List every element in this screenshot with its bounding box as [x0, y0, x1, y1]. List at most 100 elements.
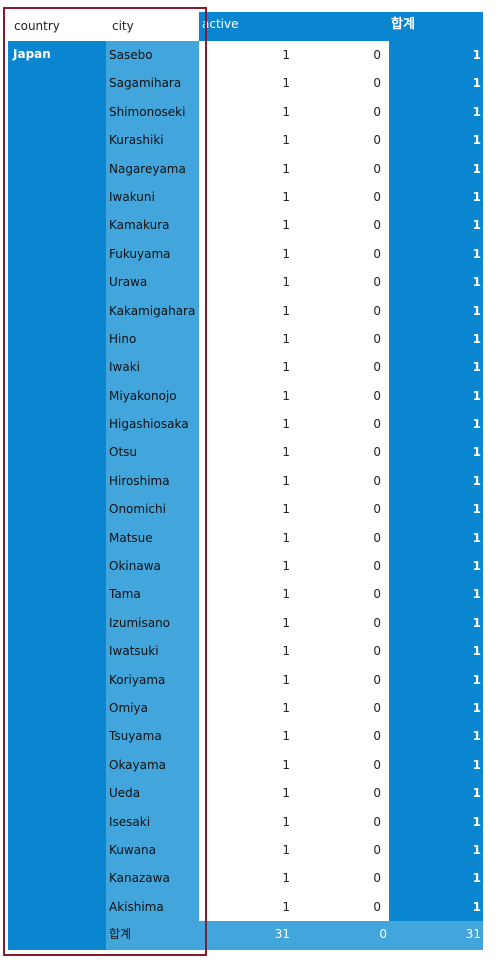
- active-cell[interactable]: 1: [282, 559, 290, 574]
- city-cell[interactable]: Akishima: [109, 899, 164, 914]
- row-total-cell[interactable]: 1: [472, 729, 481, 744]
- row-total-cell[interactable]: 1: [472, 559, 481, 574]
- table-row[interactable]: Iwakuni 1 0 1: [106, 183, 483, 211]
- second-value-cell[interactable]: 0: [373, 161, 381, 176]
- active-cell[interactable]: 1: [282, 104, 290, 119]
- row-total-cell[interactable]: 1: [472, 530, 481, 545]
- row-total-cell[interactable]: 1: [472, 842, 481, 857]
- second-value-cell[interactable]: 0: [373, 246, 381, 261]
- second-value-cell[interactable]: 0: [373, 388, 381, 403]
- city-cell[interactable]: Izumisano: [109, 615, 171, 630]
- city-cell[interactable]: Iwakuni: [109, 189, 155, 204]
- second-value-cell[interactable]: 0: [373, 729, 381, 744]
- table-row[interactable]: Fukuyama 1 0 1: [106, 240, 483, 268]
- city-cell[interactable]: Isesaki: [109, 814, 151, 829]
- active-cell[interactable]: 1: [282, 842, 290, 857]
- header-active[interactable]: active: [199, 12, 389, 41]
- active-cell[interactable]: 1: [282, 76, 290, 91]
- city-cell[interactable]: Sagamihara: [109, 76, 182, 91]
- second-value-cell[interactable]: 0: [373, 502, 381, 517]
- second-value-cell[interactable]: 0: [373, 275, 381, 290]
- second-value-cell[interactable]: 0: [373, 672, 381, 687]
- row-total-cell[interactable]: 1: [472, 644, 481, 659]
- second-value-cell[interactable]: 0: [373, 331, 381, 346]
- table-row[interactable]: Matsue 1 0 1: [106, 524, 483, 552]
- active-cell[interactable]: 1: [282, 218, 290, 233]
- row-total-cell[interactable]: 1: [472, 189, 481, 204]
- city-cell[interactable]: Iwatsuki: [109, 644, 159, 659]
- city-cell[interactable]: Tsuyama: [109, 729, 162, 744]
- table-row[interactable]: Higashiosaka 1 0 1: [106, 410, 483, 438]
- active-cell[interactable]: 1: [282, 48, 290, 62]
- row-total-cell[interactable]: 1: [472, 757, 481, 772]
- city-cell[interactable]: Hiroshima: [109, 473, 170, 488]
- second-value-cell[interactable]: 0: [373, 445, 381, 460]
- active-cell[interactable]: 1: [282, 672, 290, 687]
- table-row[interactable]: Miyakonojo 1 0 1: [106, 382, 483, 410]
- row-total-cell[interactable]: 1: [472, 133, 481, 148]
- active-cell[interactable]: 1: [282, 360, 290, 375]
- grand-total-second[interactable]: 0: [379, 927, 387, 941]
- header-total[interactable]: 합계: [389, 12, 483, 41]
- row-total-cell[interactable]: 1: [472, 473, 481, 488]
- active-cell[interactable]: 1: [282, 161, 290, 176]
- city-cell[interactable]: Okinawa: [109, 559, 161, 574]
- row-total-cell[interactable]: 1: [472, 303, 481, 318]
- active-cell[interactable]: 1: [282, 615, 290, 630]
- second-value-cell[interactable]: 0: [373, 473, 381, 488]
- table-row[interactable]: Izumisano 1 0 1: [106, 609, 483, 637]
- second-value-cell[interactable]: 0: [373, 871, 381, 886]
- active-cell[interactable]: 1: [282, 530, 290, 545]
- active-cell[interactable]: 1: [282, 331, 290, 346]
- second-value-cell[interactable]: 0: [373, 133, 381, 148]
- row-total-cell[interactable]: 1: [472, 161, 481, 176]
- second-value-cell[interactable]: 0: [373, 786, 381, 801]
- city-cell[interactable]: Urawa: [109, 275, 148, 290]
- city-cell[interactable]: Ueda: [109, 786, 141, 801]
- row-total-cell[interactable]: 1: [472, 700, 481, 715]
- active-cell[interactable]: 1: [282, 587, 290, 602]
- second-value-cell[interactable]: 0: [373, 76, 381, 91]
- table-row[interactable]: Kamakura 1 0 1: [106, 211, 483, 239]
- second-value-cell[interactable]: 0: [373, 104, 381, 119]
- active-cell[interactable]: 1: [282, 388, 290, 403]
- table-row[interactable]: Hino 1 0 1: [106, 325, 483, 353]
- city-cell[interactable]: Iwaki: [109, 360, 140, 375]
- grand-total-active[interactable]: 31: [274, 927, 290, 941]
- active-cell[interactable]: 1: [282, 814, 290, 829]
- city-cell[interactable]: Kuwana: [109, 842, 157, 857]
- row-total-cell[interactable]: 1: [472, 672, 481, 687]
- grand-total-value[interactable]: 31: [465, 927, 481, 941]
- table-row[interactable]: Kuwana 1 0 1: [106, 836, 483, 864]
- city-cell[interactable]: Kanazawa: [109, 871, 170, 886]
- city-cell[interactable]: Higashiosaka: [109, 417, 189, 432]
- active-cell[interactable]: 1: [282, 473, 290, 488]
- table-row[interactable]: Ueda 1 0 1: [106, 779, 483, 807]
- second-value-cell[interactable]: 0: [373, 530, 381, 545]
- row-total-cell[interactable]: 1: [472, 445, 481, 460]
- second-value-cell[interactable]: 0: [373, 814, 381, 829]
- city-cell[interactable]: Kurashiki: [109, 133, 164, 148]
- table-row[interactable]: Akishima 1 0 1: [106, 893, 483, 921]
- row-total-cell[interactable]: 1: [472, 587, 481, 602]
- city-cell[interactable]: Hino: [109, 331, 137, 346]
- table-row[interactable]: Iwatsuki 1 0 1: [106, 637, 483, 665]
- active-cell[interactable]: 1: [282, 502, 290, 517]
- active-cell[interactable]: 1: [282, 417, 290, 432]
- row-total-cell[interactable]: 1: [472, 76, 481, 91]
- active-cell[interactable]: 1: [282, 700, 290, 715]
- row-total-cell[interactable]: 1: [472, 417, 481, 432]
- active-cell[interactable]: 1: [282, 246, 290, 261]
- city-cell[interactable]: Kamakura: [109, 218, 170, 233]
- table-row[interactable]: Kurashiki 1 0 1: [106, 126, 483, 154]
- row-total-cell[interactable]: 1: [472, 331, 481, 346]
- second-value-cell[interactable]: 0: [373, 218, 381, 233]
- row-total-cell[interactable]: 1: [472, 899, 481, 914]
- second-value-cell[interactable]: 0: [373, 587, 381, 602]
- active-cell[interactable]: 1: [282, 445, 290, 460]
- city-cell[interactable]: Omiya: [109, 700, 148, 715]
- grand-total-label[interactable]: 합계: [109, 927, 132, 941]
- second-value-cell[interactable]: 0: [373, 615, 381, 630]
- active-cell[interactable]: 1: [282, 729, 290, 744]
- active-cell[interactable]: 1: [282, 189, 290, 204]
